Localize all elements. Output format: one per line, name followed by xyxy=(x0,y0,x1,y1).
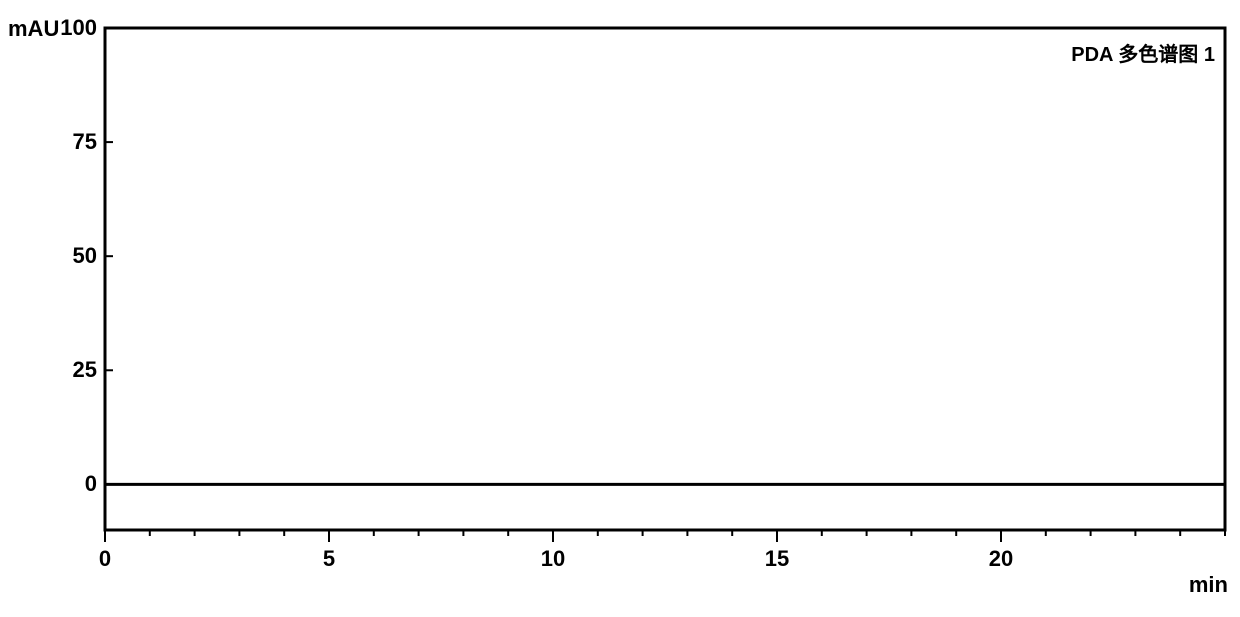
x-tick-label: 5 xyxy=(309,546,349,572)
legend-label: PDA 多色谱图 1 xyxy=(1071,38,1215,67)
y-tick-label: 0 xyxy=(85,471,97,497)
x-tick-label: 0 xyxy=(85,546,125,572)
x-tick-label: 15 xyxy=(757,546,797,572)
y-axis-unit-label: mAU xyxy=(8,16,59,42)
x-axis-unit-label: min xyxy=(1189,572,1228,598)
x-tick-label: 10 xyxy=(533,546,573,572)
y-tick-label: 100 xyxy=(60,15,97,41)
chart-svg xyxy=(0,0,1240,617)
y-tick-label: 75 xyxy=(73,129,97,155)
x-tick-label: 20 xyxy=(981,546,1021,572)
y-tick-label: 25 xyxy=(73,357,97,383)
chromatogram-chart: mAU min PDA 多色谱图 1 0 25 50 75 100 0 5 10 15 20 xyxy=(0,0,1240,617)
y-tick-label: 50 xyxy=(73,243,97,269)
